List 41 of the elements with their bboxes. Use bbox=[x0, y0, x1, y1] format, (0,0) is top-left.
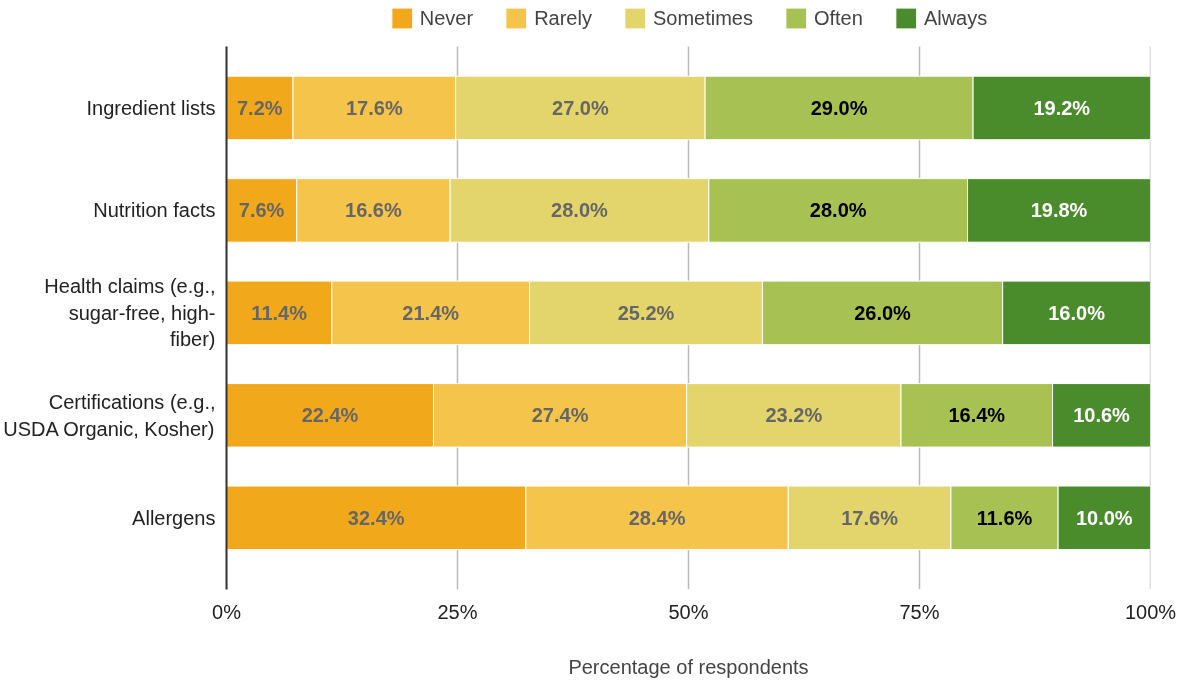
legend-label: Never bbox=[419, 6, 474, 30]
data-label: 16.4% bbox=[948, 404, 1006, 427]
x-tick-label: 100% bbox=[1124, 600, 1177, 623]
data-label: 16.6% bbox=[345, 199, 402, 222]
data-label: 7.2% bbox=[236, 96, 283, 119]
data-label: 27.0% bbox=[552, 96, 609, 119]
legend-label: Often bbox=[813, 6, 863, 30]
x-axis-title: Percentage of respondents bbox=[568, 655, 809, 678]
x-tick-label: 25% bbox=[437, 600, 478, 623]
data-label: 32.4% bbox=[347, 506, 405, 529]
data-label: 28.4% bbox=[628, 506, 686, 529]
data-label: 7.6% bbox=[238, 199, 285, 222]
x-tick-label: 0% bbox=[212, 600, 242, 623]
data-label: 10.6% bbox=[1073, 404, 1131, 427]
data-label: 19.8% bbox=[1030, 199, 1088, 222]
legend-label: Always bbox=[923, 6, 988, 30]
data-label: 11.4% bbox=[251, 301, 308, 324]
x-tick-label: 75% bbox=[899, 600, 940, 623]
x-tick-label: 50% bbox=[668, 600, 709, 623]
data-label: 19.2% bbox=[1033, 96, 1091, 119]
data-label: 21.4% bbox=[402, 301, 460, 324]
data-label: 10.0% bbox=[1075, 506, 1133, 529]
data-label: 27.4% bbox=[531, 404, 589, 427]
y-tick-label: Nutrition facts bbox=[93, 199, 216, 222]
legend-label: Rarely bbox=[534, 6, 592, 30]
data-label: 16.0% bbox=[1048, 301, 1106, 324]
data-label: 29.0% bbox=[810, 96, 868, 119]
legend-label: Sometimes bbox=[652, 6, 753, 30]
data-label: 25.2% bbox=[617, 301, 675, 324]
y-tick-label: Ingredient lists bbox=[86, 96, 216, 119]
y-tick-label: Certifications (e.g., USDA Organic, Kosher) bbox=[3, 391, 216, 440]
data-label: 28.0% bbox=[809, 199, 867, 222]
data-label: 11.6% bbox=[976, 506, 1033, 529]
data-label: 22.4% bbox=[301, 404, 359, 427]
data-label: 17.6% bbox=[345, 96, 403, 119]
data-label: 28.0% bbox=[551, 199, 609, 222]
data-label: 17.6% bbox=[841, 506, 899, 529]
data-label: 23.2% bbox=[765, 404, 823, 427]
y-tick-label: Health claims (e.g., sugar-free, high-fiber) bbox=[44, 275, 216, 351]
data-label: 26.0% bbox=[854, 301, 912, 324]
y-tick-label: Allergens bbox=[132, 506, 216, 529]
